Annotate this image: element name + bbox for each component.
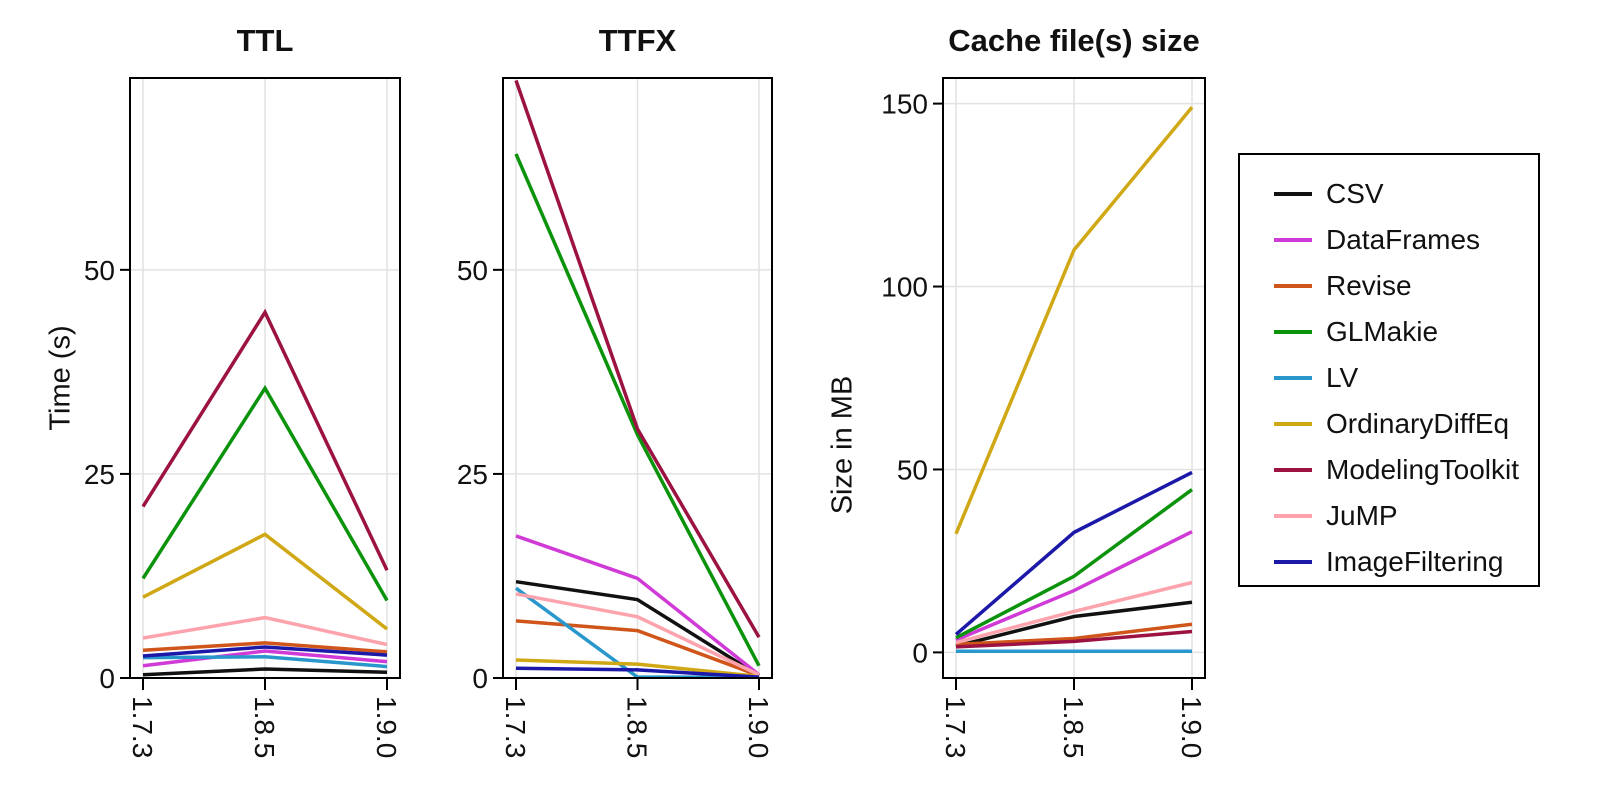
y-axis-label-time: Time (s) (44, 325, 77, 431)
x-tick-label: 1.7.3 (127, 696, 158, 758)
series-line-DataFrames (955, 530, 1193, 642)
legend-swatch-GLMakie (1274, 330, 1312, 334)
legend-item-CSV: CSV (1240, 171, 1538, 217)
y-tick-label: 100 (881, 272, 928, 303)
legend-label: GLMakie (1326, 316, 1439, 347)
legend-swatch-ImageFiltering (1274, 560, 1312, 564)
legend-item-DataFrames: DataFrames (1240, 217, 1538, 263)
x-tick-label: 1.9.0 (1176, 696, 1207, 758)
legend-swatch-DataFrames (1274, 238, 1312, 242)
legend-swatch-JuMP (1274, 514, 1312, 518)
series-line-ModelingToolkit (514, 79, 761, 639)
series-line-OrdinaryDiffEq (142, 532, 389, 631)
y-tick-label: 25 (457, 459, 488, 490)
series-line-OrdinaryDiffEq (515, 658, 760, 679)
x-tick-label: 1.9.0 (371, 696, 402, 758)
series-line-ModelingToolkit (955, 629, 1193, 649)
series-line-GLMakie (514, 153, 761, 667)
series-line-ImageFiltering (142, 645, 388, 658)
x-tick-label: 1.7.3 (940, 696, 971, 758)
series-line-JuMP (515, 592, 760, 677)
legend-item-Revise: Revise (1240, 263, 1538, 309)
legend-label: ImageFiltering (1326, 546, 1504, 577)
series-line-GLMakie (141, 384, 389, 602)
panel-title-cache: Cache file(s) size (948, 23, 1200, 58)
legend-label: DataFrames (1326, 224, 1481, 255)
series-line-DataFrames (142, 649, 388, 668)
legend-label: CSV (1326, 178, 1384, 209)
series-line-OrdinaryDiffEq (954, 106, 1194, 535)
plot-frame (502, 77, 773, 679)
x-tick-label: 1.9.0 (743, 696, 774, 758)
legend-item-GLMakie: GLMakie (1240, 309, 1538, 355)
series-line-JuMP (142, 615, 388, 647)
x-tick-label: 1.8.5 (622, 696, 653, 758)
series-line-ImageFiltering (515, 666, 760, 679)
panel-title-ttfx: TTFX (598, 23, 677, 58)
legend-label: JuMP (1326, 500, 1398, 531)
series-line-Revise (955, 622, 1193, 647)
y-tick-label: 50 (84, 255, 115, 286)
legend-item-LV: LV (1240, 355, 1538, 401)
plot-frame (942, 77, 1206, 679)
y-tick-label: 0 (472, 663, 488, 694)
legend-label: LV (1326, 362, 1359, 393)
x-tick-label: 1.8.5 (249, 696, 280, 758)
series-line-CSV (142, 667, 388, 677)
legend-swatch-ModelingToolkit (1274, 468, 1312, 472)
y-tick-label: 150 (881, 89, 928, 120)
plot-frame (129, 77, 401, 679)
y-tick-label: 25 (84, 459, 115, 490)
y-tick-label: 50 (897, 454, 928, 485)
series-line-LV (142, 655, 388, 669)
legend-item-JuMP: JuMP (1240, 493, 1538, 539)
y-tick-label: 0 (99, 663, 115, 694)
series-line-Revise (142, 641, 388, 654)
legend-label: OrdinaryDiffEq (1326, 408, 1510, 439)
legend: CSV DataFrames Revise GLMakie LV OrdinaryDiff… (1238, 153, 1540, 587)
x-tick-label: 1.7.3 (500, 696, 531, 758)
legend-swatch-OrdinaryDiffEq (1274, 422, 1312, 426)
panel-title-ttl: TTL (236, 23, 294, 58)
y-axis-label-size: Size in MB (826, 375, 859, 515)
series-line-ImageFiltering (954, 470, 1193, 636)
legend-swatch-LV (1274, 376, 1312, 380)
series-line-CSV (955, 600, 1193, 648)
legend-item-ModelingToolkit: ModelingToolkit (1240, 447, 1538, 493)
legend-item-OrdinaryDiffEq: OrdinaryDiffEq (1240, 401, 1538, 447)
series-line-JuMP (955, 580, 1193, 645)
legend-label: Revise (1326, 270, 1412, 301)
x-tick-label: 1.8.5 (1058, 696, 1089, 758)
series-line-ModelingToolkit (141, 308, 389, 571)
legend-swatch-CSV (1274, 192, 1312, 196)
y-tick-label: 0 (912, 637, 928, 668)
legend-swatch-Revise (1274, 284, 1312, 288)
series-line-DataFrames (515, 534, 761, 677)
series-line-CSV (515, 579, 760, 678)
series-line-GLMakie (955, 488, 1194, 640)
y-tick-label: 50 (457, 255, 488, 286)
legend-item-ImageFiltering: ImageFiltering (1240, 539, 1538, 585)
series-line-Revise (515, 619, 760, 678)
legend-label: ModelingToolkit (1326, 454, 1519, 485)
